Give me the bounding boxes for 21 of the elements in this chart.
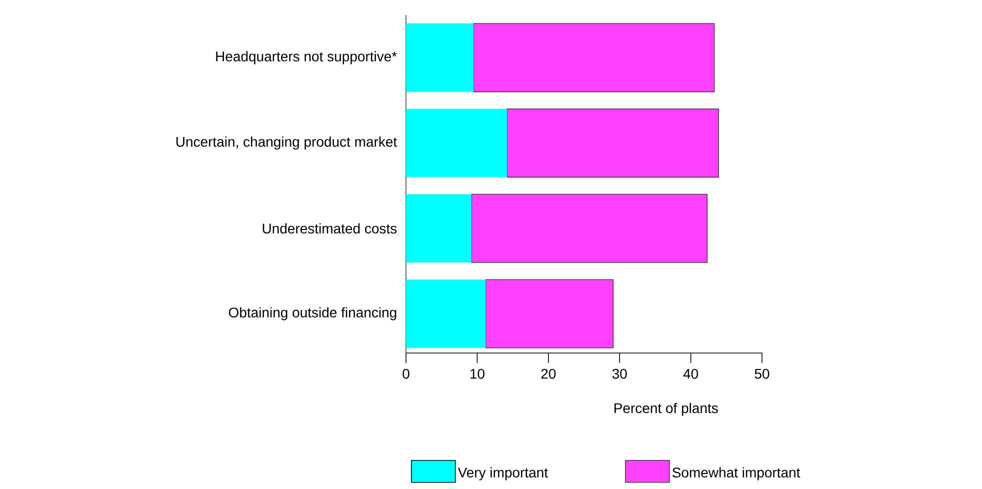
bar [473, 23, 715, 92]
x-tick-label: 50 [754, 368, 770, 379]
bar [406, 24, 474, 92]
x-axis-title: Percent of plants [614, 402, 718, 416]
bar [406, 280, 486, 348]
bar [471, 194, 708, 263]
bar [406, 108, 508, 178]
x-tick-label: 10 [470, 368, 484, 379]
bar [485, 279, 614, 348]
x-tick-label: 40 [683, 368, 698, 379]
legend-label: Very important [458, 467, 548, 480]
y-tick-label: Headquarters not supportive* [216, 51, 397, 64]
legend-label: Somewhat important [672, 467, 800, 480]
x-tick-label: 20 [541, 368, 556, 379]
y-tick-label: Obtaining outside financing [228, 307, 396, 320]
x-tick-label: 0 [402, 368, 410, 379]
y-tick-label: Uncertain, changing product market [176, 136, 397, 150]
x-tick-label: 30 [612, 368, 627, 379]
bar [406, 194, 472, 263]
bar [506, 108, 719, 178]
y-tick-label: Underestimated costs [262, 223, 397, 234]
